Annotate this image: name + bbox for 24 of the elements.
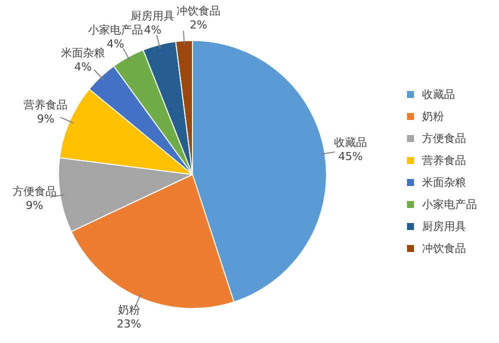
- data-label: 4%: [144, 23, 162, 36]
- legend-label: 奶粉: [422, 109, 444, 124]
- data-label: 45%: [338, 150, 363, 163]
- data-label: 4%: [74, 60, 92, 74]
- slice-label: 营养食品: [24, 98, 68, 112]
- slice-label: 方便食品: [12, 184, 56, 198]
- data-label: 23%: [116, 318, 142, 331]
- legend-label: 方便食品: [422, 131, 466, 146]
- slice-label: 奶粉: [118, 304, 140, 317]
- legend-label: 米面杂粮: [422, 175, 466, 190]
- slice-label: 小家电产品: [88, 24, 143, 37]
- slice-label: 收藏品: [334, 136, 368, 149]
- legend-label: 营养食品: [422, 153, 466, 168]
- slice-label: 米面杂粮: [60, 46, 105, 60]
- data-label: 9%: [26, 198, 44, 212]
- data-label: 2%: [190, 18, 208, 32]
- slice-label: 厨房用具: [130, 9, 175, 22]
- data-label: 9%: [36, 112, 54, 126]
- legend-label: 厨房用具: [422, 219, 466, 234]
- legend-label: 收藏品: [422, 87, 455, 102]
- data-label: 4%: [106, 38, 124, 51]
- legend-label: 冲饮食品: [422, 241, 466, 256]
- slice-label: 冲饮食品: [176, 4, 220, 18]
- legend-label: 小家电产品: [422, 197, 477, 212]
